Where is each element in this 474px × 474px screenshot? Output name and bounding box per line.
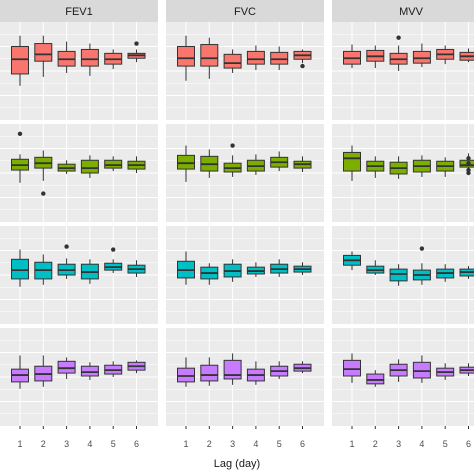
box-r2-c1-lag4-iqr [80,159,99,174]
facet-label-fev1: FEV1 [65,6,93,18]
facet-strip-mvv [332,0,474,22]
x-tick-label-mvv-4: 4 [419,439,424,449]
box-r2-c2-lag3-outlier-1 [230,143,235,148]
facet-label-mvv: MVV [399,6,424,18]
box-r1-c1-lag2-iqr [34,43,53,62]
x-tick-label-fvc-6: 6 [300,439,305,449]
x-tick-label-fvc-3: 3 [230,439,235,449]
facet-strip-fvc [166,0,324,22]
x-tick-label-mvv-2: 2 [373,439,378,449]
facet-label-fvc: FVC [234,6,256,18]
box-r2-c3-lag1-iqr [343,151,361,172]
box-r2-c3-lag6-outlier-4 [466,156,471,161]
box-r4-c1-lag3-iqr [57,360,76,374]
box-r4-c3-lag2-iqr [366,373,385,385]
box-r4-c2-lag1-iqr [177,367,195,383]
x-tick-label-fev1-1: 1 [17,439,22,449]
x-tick-label-fev1-6: 6 [134,439,139,449]
box-r1-c2-lag3-iqr [223,53,242,69]
x-tick-label-mvv-6: 6 [466,439,471,449]
box-r2-c1-lag2-outlier-1 [41,191,46,196]
x-tick-label-fev1-5: 5 [111,439,116,449]
box-r1-c1-lag1-iqr [11,46,29,75]
facet-strip-fev1 [0,0,158,22]
x-tick-label-mvv-5: 5 [443,439,448,449]
box-r1-c1-lag4-iqr [80,48,99,67]
box-r3-c3-lag4-outlier-1 [419,246,425,251]
box-r4-c2-lag2-iqr [200,364,219,382]
x-tick-label-fvc-5: 5 [277,439,282,449]
box-r4-c3-lag4-iqr [412,361,431,379]
box-r3-c3-lag3-iqr [389,268,408,282]
box-r1-c2-lag1-iqr [177,46,195,67]
box-r1-c3-lag4-iqr [412,50,431,64]
box-r4-c1-lag4-iqr [80,365,99,377]
box-r4-c2-lag3-iqr [223,359,242,380]
box-r4-c3-lag1-iqr [343,359,361,377]
box-r3-c1-lag3-outlier-1 [64,244,69,249]
box-r3-c1-lag5-outlier-1 [111,247,116,252]
box-r2-c2-lag1-iqr [177,154,195,170]
box-r1-c2-lag6-outlier-1 [300,63,305,69]
x-tick-label-fev1-2: 2 [41,439,46,449]
box-r1-c2-lag2-iqr [200,44,219,67]
box-r1-c2-lag4-iqr [246,50,265,65]
box-r2-c3-lag6-outlier-2 [466,167,471,173]
box-r1-c2-lag5-iqr [270,51,289,65]
box-r2-c1-lag5-iqr [104,159,123,169]
x-tick-label-mvv-3: 3 [396,439,401,449]
x-tick-label-fvc-2: 2 [207,439,212,449]
x-tick-label-fev1-4: 4 [87,439,92,449]
box-r1-c1-lag6-outlier-1 [134,41,139,46]
x-tick-label-mvv-1: 1 [349,439,354,449]
x-tick-label-fvc-4: 4 [253,439,258,449]
x-axis-title: Lag (day) [214,458,260,470]
box-r3-c1-lag1-iqr [11,258,29,280]
x-tick-label-fev1-3: 3 [64,439,69,449]
box-r1-c3-lag3-outlier-1 [396,35,401,40]
x-tick-label-fvc-1: 1 [183,439,188,449]
box-r2-c1-lag1-outlier-1 [17,131,23,136]
box-r2-c3-lag6-outlier-3 [466,161,471,166]
